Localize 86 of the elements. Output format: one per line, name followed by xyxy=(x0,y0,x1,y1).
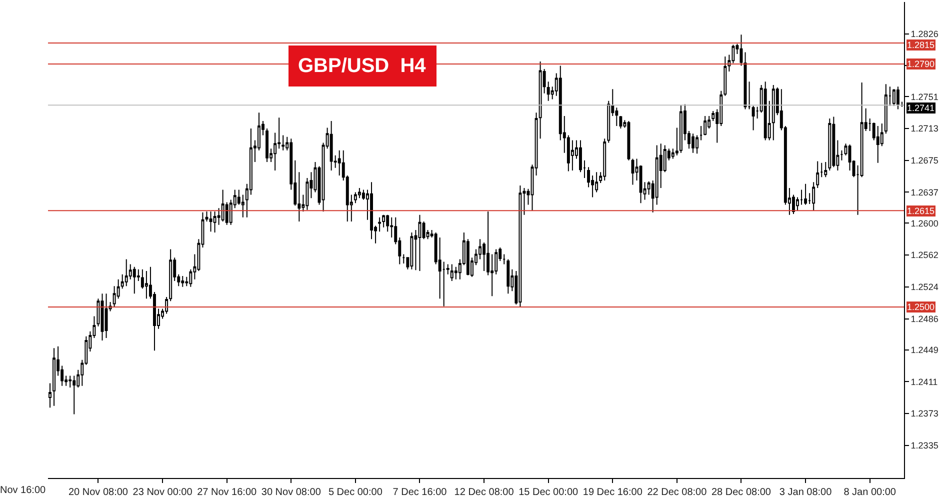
candlestick xyxy=(418,214,422,272)
y-tick-label: 1.2826 xyxy=(910,29,938,39)
candlestick xyxy=(169,248,172,302)
y-tick-label: 1.2562 xyxy=(910,250,938,260)
candlestick xyxy=(506,258,510,294)
candlestick xyxy=(892,88,896,106)
candlestick xyxy=(266,128,269,163)
x-tick-label: 7 Dec 16:00 xyxy=(392,487,448,498)
y-tick-label: 1.2335 xyxy=(910,440,938,450)
x-tick-label: 19 Dec 16:00 xyxy=(582,487,643,498)
candlestick xyxy=(700,126,703,141)
y-tick-label: 1.2486 xyxy=(910,314,938,324)
y-tick-label: 1.2675 xyxy=(910,156,938,166)
candlestick xyxy=(824,162,828,178)
candlestick xyxy=(378,216,382,232)
candlestick xyxy=(570,140,574,171)
x-tick-label: 8 Jan 00:00 xyxy=(844,487,896,498)
candlestick xyxy=(330,120,333,171)
candlestick xyxy=(358,188,361,199)
candlestick xyxy=(832,116,836,168)
x-tick-label: 22 Dec 08:00 xyxy=(647,487,708,498)
candlestick xyxy=(213,211,216,233)
ref-line-label: 1.2815 xyxy=(907,40,935,50)
x-tick-label: 27 Nov 16:00 xyxy=(197,487,258,498)
candlestick xyxy=(764,81,767,141)
candlestick xyxy=(876,126,880,164)
candlestick xyxy=(627,120,630,161)
candlestick xyxy=(48,382,52,408)
candlestick xyxy=(772,84,775,141)
ref-line-label: 1.2615 xyxy=(907,206,935,216)
text: Nov 16:00 xyxy=(0,485,46,496)
x-tick-label: 15 Dec 00:00 xyxy=(518,487,579,498)
y-tick-label: 1.2600 xyxy=(910,218,938,228)
candlestick xyxy=(221,189,224,222)
y-tick-label: 1.2637 xyxy=(910,187,938,198)
candlestick xyxy=(132,266,136,294)
candlestick xyxy=(820,162,824,178)
candlestick xyxy=(884,84,888,134)
candlestick xyxy=(354,192,357,204)
y-tick-label: 1.2524 xyxy=(910,282,938,292)
candlestick xyxy=(209,211,212,232)
candlestick xyxy=(724,56,727,96)
candlestick xyxy=(692,133,694,154)
candlestick xyxy=(502,254,506,265)
candlestick xyxy=(52,348,56,406)
ref-line-label: 1.2500 xyxy=(907,302,935,312)
x-tick-label: 30 Nov 08:00 xyxy=(261,487,322,498)
candlestick xyxy=(124,258,128,287)
candlestick xyxy=(896,86,900,110)
candlestick xyxy=(410,232,414,270)
candlestick xyxy=(812,182,816,212)
text: GBP/USD H4 xyxy=(298,55,427,77)
x-tick-label: 12 Dec 08:00 xyxy=(454,487,514,498)
x-tick-label: 3 Jan 08:00 xyxy=(779,487,832,498)
candlestick xyxy=(450,264,454,282)
candlestick xyxy=(546,81,550,102)
candlestick xyxy=(382,214,386,228)
candlestick xyxy=(518,185,522,308)
candlestick xyxy=(816,160,820,189)
candlestick xyxy=(104,293,108,339)
candlestick xyxy=(370,182,373,240)
x-tick-label: 28 Dec 08:00 xyxy=(711,487,772,498)
candlestick xyxy=(840,150,844,161)
candlestick xyxy=(603,138,606,181)
candlestick xyxy=(631,158,634,186)
candlestick xyxy=(282,134,285,151)
candlestick xyxy=(704,115,707,136)
candlestick xyxy=(538,61,542,140)
y-tick-label: 1.2449 xyxy=(910,344,938,355)
x-tick-label: 5 Dec 00:00 xyxy=(328,487,383,498)
y-tick-label: 1.2411 xyxy=(910,376,938,387)
ref-line-label: 1.2790 xyxy=(907,59,935,69)
candlestick xyxy=(804,183,808,206)
candlestick xyxy=(144,270,148,300)
x-tick-label: 20 Nov 08:00 xyxy=(68,487,128,498)
ref-line-label: 1.2741 xyxy=(907,103,935,113)
y-tick-label: 1.2373 xyxy=(910,408,938,419)
candlestick xyxy=(100,293,104,342)
x-tick-label: 23 Nov 00:00 xyxy=(132,487,193,498)
candlestick xyxy=(181,276,184,288)
candlestick xyxy=(828,118,832,171)
candlestick xyxy=(696,134,699,154)
candlestick xyxy=(619,115,622,130)
y-tick-label: 1.2751 xyxy=(910,92,938,102)
candlestick xyxy=(679,104,682,154)
y-tick-label: 1.2713 xyxy=(910,124,938,134)
